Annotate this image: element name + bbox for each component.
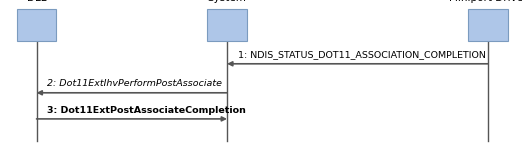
Text: Operating
System: Operating System bbox=[201, 0, 253, 3]
Text: 2: Dot11ExtIhvPerformPostAssociate: 2: Dot11ExtIhvPerformPostAssociate bbox=[47, 79, 222, 88]
Text: 1: NDIS_STATUS_DOT11_ASSOCIATION_COMPLETION: 1: NDIS_STATUS_DOT11_ASSOCIATION_COMPLET… bbox=[238, 50, 485, 59]
Text: Native 802.11
Miniport Driver: Native 802.11 Miniport Driver bbox=[449, 0, 522, 3]
Text: IHV Extensions
DLL: IHV Extensions DLL bbox=[0, 0, 76, 3]
Text: 3: Dot11ExtPostAssociateCompletion: 3: Dot11ExtPostAssociateCompletion bbox=[47, 106, 246, 115]
Bar bbox=[207, 9, 246, 41]
Bar bbox=[17, 9, 56, 41]
Bar bbox=[469, 9, 507, 41]
